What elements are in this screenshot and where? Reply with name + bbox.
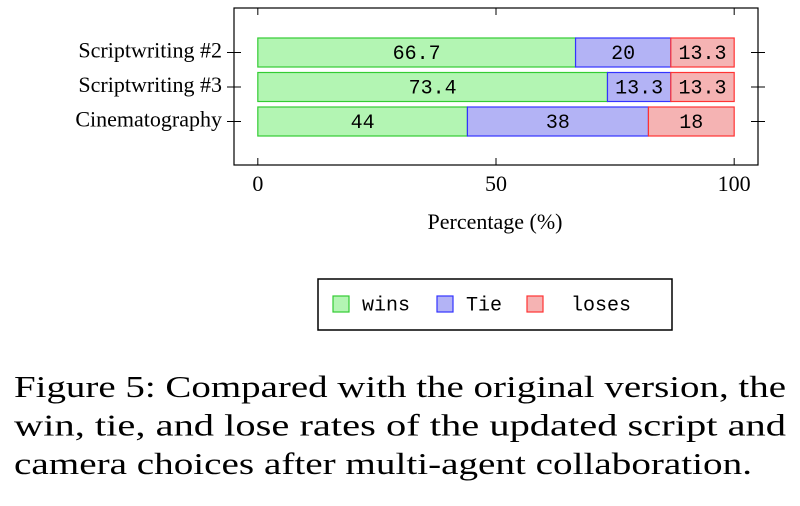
legend-swatch (332, 295, 350, 313)
x-axis-label: Percentage (%) (428, 209, 563, 234)
value-label: 44 (351, 112, 375, 135)
x-tick-label: 100 (718, 171, 751, 196)
x-tick-label: 50 (485, 171, 507, 196)
y-tick-label: Scriptwriting #3 (78, 72, 222, 97)
y-tick-label: Cinematography (75, 107, 222, 132)
value-label: 20 (611, 43, 635, 66)
value-label: 66.7 (393, 43, 441, 66)
value-label: 18 (679, 112, 703, 135)
value-label: 13.3 (615, 77, 663, 100)
caption-line: Figure 5: Compared with the original ver… (14, 370, 786, 404)
y-tick-label: Scriptwriting #2 (78, 38, 222, 63)
value-label: 38 (546, 112, 570, 135)
bar-segment (574, 37, 672, 68)
value-label: 73.4 (409, 77, 457, 100)
bar-segment (647, 106, 735, 137)
bar-segment (606, 71, 672, 103)
caption-line: camera choices after multi-agent collabo… (14, 447, 752, 481)
bar-segment (257, 37, 577, 68)
bar-segment (257, 106, 469, 137)
value-label: 13.3 (678, 77, 726, 100)
legend-label: loses (571, 294, 631, 317)
legend-swatch (526, 295, 544, 313)
legend-swatch (436, 295, 454, 313)
bar-segment (670, 71, 735, 103)
value-label: 13.3 (678, 43, 726, 66)
bar-segment (670, 37, 735, 68)
legend-label: Tie (466, 294, 502, 317)
legend-box (317, 278, 673, 331)
legend-label: wins (362, 294, 410, 317)
x-tick-label: 0 (252, 171, 263, 196)
caption-line: win, tie, and lose rates of the updated … (14, 409, 786, 443)
